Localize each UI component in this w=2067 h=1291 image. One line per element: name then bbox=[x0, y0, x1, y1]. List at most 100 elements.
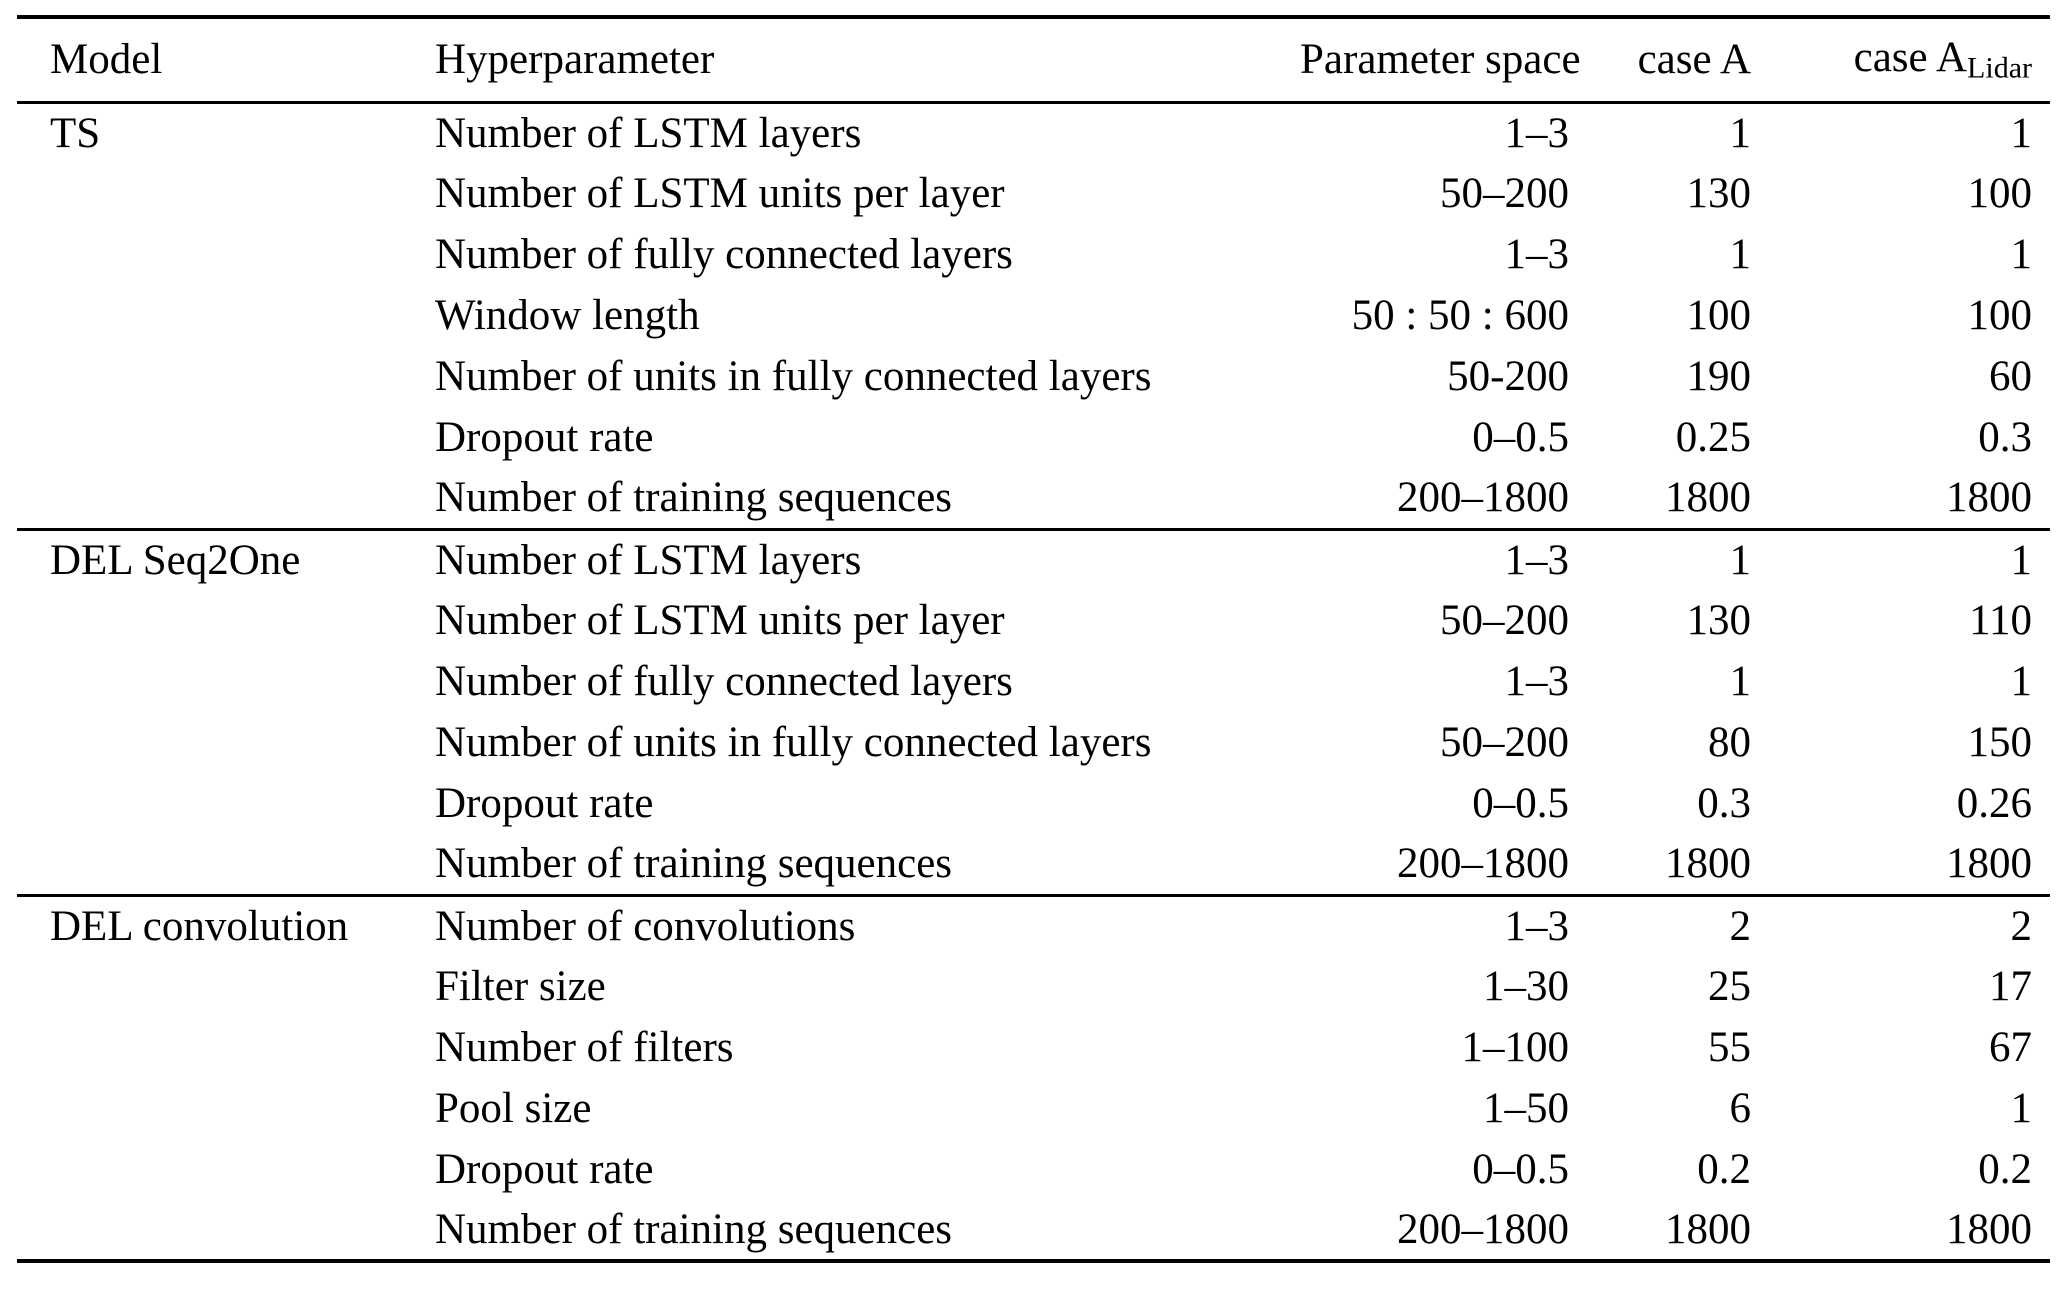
table-row: Number of training sequences 200–1800 1800… bbox=[17, 1200, 2050, 1261]
hyperparameter-cell: Dropout rate bbox=[435, 1146, 654, 1193]
model-cell bbox=[17, 834, 435, 895]
model-cell bbox=[17, 1017, 435, 1078]
model-cell bbox=[17, 1200, 435, 1261]
model-cell bbox=[17, 285, 435, 346]
hyperparameter-cell: Number of units in fully connected layer… bbox=[435, 719, 1152, 766]
parameter-space-cell: 50–200 bbox=[1440, 597, 1569, 644]
col-header-case-a: case A bbox=[1637, 36, 1751, 84]
case-a-lidar-cell: 1800 bbox=[1946, 840, 2032, 888]
case-a-cell: 25 bbox=[1708, 963, 1751, 1010]
parameter-space-cell: 1–3 bbox=[1504, 658, 1570, 705]
table-header: Model Hyperparameter Parameter space cas… bbox=[17, 17, 2050, 102]
hyperparameter-cell: Filter size bbox=[435, 963, 606, 1010]
case-a-cell: 2 bbox=[1729, 902, 1752, 950]
table-row: Filter size 1–30 25 17 bbox=[17, 956, 2050, 1017]
col-header-parameter-space: Parameter space bbox=[1300, 36, 1581, 84]
case-a-lidar-subscript: Lidar bbox=[1967, 52, 2032, 86]
case-a-lidar-cell: 1 bbox=[2010, 658, 2033, 705]
model-cell: TS bbox=[50, 109, 101, 157]
case-a-lidar-cell: 0.3 bbox=[1978, 414, 2032, 461]
table-row: Number of units in fully connected layer… bbox=[17, 712, 2050, 773]
case-a-cell: 1 bbox=[1729, 231, 1752, 278]
case-a-cell: 0.25 bbox=[1675, 414, 1751, 461]
case-a-cell: 130 bbox=[1686, 597, 1752, 644]
table-row: Dropout rate 0–0.5 0.25 0.3 bbox=[17, 407, 2050, 468]
model-cell bbox=[17, 468, 435, 529]
case-a-lidar-cell: 67 bbox=[1989, 1024, 2032, 1071]
parameter-space-cell: 200–1800 bbox=[1397, 840, 1569, 888]
case-a-cell: 80 bbox=[1708, 719, 1751, 766]
case-a-lidar-cell: 1800 bbox=[1946, 474, 2032, 522]
hyperparameter-cell: Number of filters bbox=[435, 1024, 734, 1071]
table-row: Pool size 1–50 6 1 bbox=[17, 1078, 2050, 1139]
case-a-cell: 1 bbox=[1729, 536, 1752, 584]
table-row: Number of LSTM units per layer 50–200 130 1… bbox=[17, 590, 2050, 651]
case-a-cell: 1800 bbox=[1665, 1206, 1751, 1253]
model-section: DEL Seq2One Number of LSTM layers 1–3 1 1 Num… bbox=[17, 529, 2050, 895]
case-a-cell: 0.2 bbox=[1697, 1146, 1751, 1193]
table-row: Number of fully connected layers 1–3 1 1 bbox=[17, 651, 2050, 712]
hyperparameter-cell: Number of training sequences bbox=[435, 474, 953, 522]
parameter-space-cell: 50-200 bbox=[1447, 353, 1569, 400]
case-a-cell: 130 bbox=[1686, 170, 1752, 217]
case-a-lidar-cell: 0.26 bbox=[1956, 780, 2032, 827]
parameter-space-cell: 200–1800 bbox=[1397, 1206, 1569, 1253]
case-a-lidar-base: case A bbox=[1853, 34, 1968, 82]
hyperparameter-cell: Number of fully connected layers bbox=[435, 658, 1013, 705]
table-row: Dropout rate 0–0.5 0.3 0.26 bbox=[17, 773, 2050, 834]
hyperparameter-cell: Number of training sequences bbox=[435, 840, 953, 888]
hyperparameter-cell: Number of LSTM units per layer bbox=[435, 170, 1005, 217]
hyperparameter-cell: Pool size bbox=[435, 1085, 592, 1132]
hyperparameter-cell: Window length bbox=[435, 292, 700, 339]
model-cell bbox=[17, 163, 435, 224]
case-a-lidar-cell: 60 bbox=[1989, 353, 2032, 400]
case-a-cell: 1 bbox=[1729, 658, 1752, 705]
parameter-space-cell: 1–3 bbox=[1504, 902, 1570, 950]
case-a-lidar-cell: 150 bbox=[1967, 719, 2033, 766]
table-row: Window length 50 : 50 : 600 100 100 bbox=[17, 285, 2050, 346]
hyperparameter-cell: Number of convolutions bbox=[435, 902, 856, 950]
case-a-cell: 1 bbox=[1729, 109, 1752, 157]
model-section: TS Number of LSTM layers 1–3 1 1 Number of LS… bbox=[17, 102, 2050, 529]
table-row: Number of training sequences 200–1800 1800… bbox=[17, 834, 2050, 895]
case-a-cell: 1800 bbox=[1665, 474, 1751, 522]
hyperparameter-cell: Dropout rate bbox=[435, 780, 654, 827]
case-a-cell: 0.3 bbox=[1697, 780, 1751, 827]
model-cell bbox=[17, 346, 435, 407]
case-a-cell: 100 bbox=[1686, 292, 1752, 339]
col-header-model: Model bbox=[50, 36, 163, 84]
case-a-lidar-cell: 1 bbox=[2010, 1085, 2033, 1132]
hyperparameter-cell: Number of training sequences bbox=[435, 1206, 953, 1253]
model-cell bbox=[17, 1139, 435, 1200]
model-cell bbox=[17, 1078, 435, 1139]
hyperparameter-cell: Dropout rate bbox=[435, 414, 654, 461]
parameter-space-cell: 1–30 bbox=[1483, 963, 1569, 1010]
case-a-lidar-cell: 1 bbox=[2010, 536, 2033, 584]
table-row: Number of LSTM units per layer 50–200 130 1… bbox=[17, 163, 2050, 224]
table-row: Number of training sequences 200–1800 1800… bbox=[17, 468, 2050, 529]
hyperparameter-cell: Number of units in fully connected layer… bbox=[435, 353, 1152, 400]
model-section: DEL convolution Number of convolutions 1–3… bbox=[17, 895, 2050, 1261]
parameter-space-cell: 200–1800 bbox=[1397, 474, 1569, 522]
hyperparameter-cell: Number of LSTM layers bbox=[435, 536, 862, 584]
model-cell bbox=[17, 651, 435, 712]
parameter-space-cell: 0–0.5 bbox=[1472, 1146, 1569, 1193]
hyperparameter-table: Model Hyperparameter Parameter space cas… bbox=[17, 15, 2050, 1263]
table-row: Dropout rate 0–0.5 0.2 0.2 bbox=[17, 1139, 2050, 1200]
table-row: Number of units in fully connected layer… bbox=[17, 346, 2050, 407]
model-cell bbox=[17, 712, 435, 773]
model-cell bbox=[17, 590, 435, 651]
parameter-space-cell: 50 : 50 : 600 bbox=[1351, 292, 1569, 339]
parameter-space-cell: 1–50 bbox=[1483, 1085, 1569, 1132]
case-a-lidar-cell: 110 bbox=[1969, 597, 2032, 644]
case-a-lidar-cell: 0.2 bbox=[1978, 1146, 2032, 1193]
model-cell: DEL Seq2One bbox=[50, 536, 301, 584]
parameter-space-cell: 0–0.5 bbox=[1472, 780, 1569, 827]
table-row: Number of filters 1–100 55 67 bbox=[17, 1017, 2050, 1078]
header-row: Model Hyperparameter Parameter space cas… bbox=[17, 17, 2050, 102]
case-a-lidar-cell: 100 bbox=[1967, 292, 2033, 339]
model-cell bbox=[17, 956, 435, 1017]
case-a-cell: 1800 bbox=[1665, 840, 1751, 888]
case-a-lidar-cell: 1 bbox=[2010, 231, 2033, 278]
